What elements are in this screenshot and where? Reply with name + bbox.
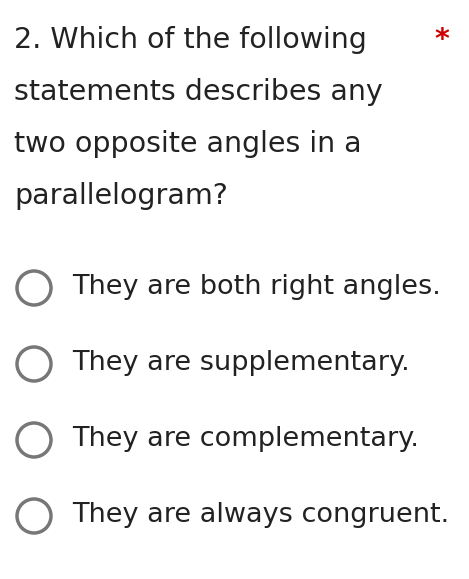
- Text: two opposite angles in a: two opposite angles in a: [14, 130, 362, 158]
- Text: parallelogram?: parallelogram?: [14, 182, 228, 210]
- Text: They are complementary.: They are complementary.: [72, 426, 419, 452]
- Text: They are supplementary.: They are supplementary.: [72, 350, 409, 376]
- Text: They are both right angles.: They are both right angles.: [72, 274, 441, 300]
- Text: They are always congruent.: They are always congruent.: [72, 502, 449, 528]
- Text: *: *: [434, 26, 449, 54]
- Text: statements describes any: statements describes any: [14, 78, 383, 106]
- Text: 2. Which of the following: 2. Which of the following: [14, 26, 367, 54]
